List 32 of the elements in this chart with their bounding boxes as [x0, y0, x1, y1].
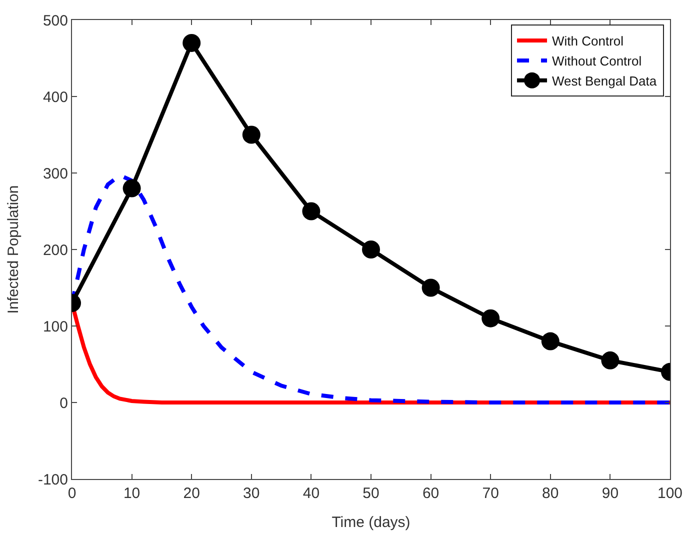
point [122, 179, 141, 198]
y-axis-title: Infected Population [5, 185, 22, 314]
legend-label: West Bengal Data [552, 73, 658, 88]
line-series [72, 173, 670, 404]
y-tick-label: 400 [42, 88, 68, 106]
x-tick-label: 40 [302, 485, 320, 502]
legend-label: Without Control [552, 54, 642, 69]
point [182, 34, 201, 52]
point [362, 240, 380, 258]
x-tick-label: 20 [183, 485, 200, 502]
point [422, 278, 440, 297]
x-axis-title: Time (days) [332, 514, 410, 531]
x-tick-label: 60 [422, 485, 440, 502]
x-tick-label: 10 [123, 485, 140, 502]
point [601, 351, 620, 370]
x-tick-label: 50 [362, 485, 380, 502]
point [302, 202, 320, 220]
point [541, 332, 560, 350]
x-tick-label: 100 [657, 485, 683, 502]
x-tick-label: 90 [602, 485, 619, 502]
y-tick-label: -100 [38, 471, 68, 488]
y-tick-label: 500 [42, 12, 68, 30]
legend-label: With Control [552, 34, 624, 49]
y-tick-label: 300 [42, 165, 68, 182]
y-tick-label: 100 [42, 318, 68, 336]
x-tick-label: 30 [243, 485, 260, 502]
point [242, 126, 260, 144]
x-tick-label: 80 [542, 485, 559, 502]
y-tick-label: 0 [60, 394, 68, 412]
point [482, 309, 500, 328]
y-tick-label: 200 [42, 242, 68, 259]
x-tick-label: 70 [482, 485, 499, 502]
